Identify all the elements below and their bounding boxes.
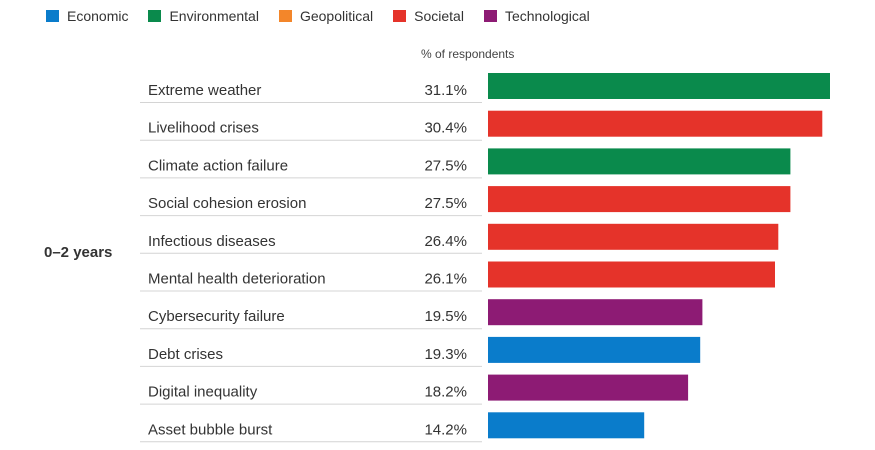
column-header: % of respondents (421, 47, 515, 61)
value-label-asset-bubble-burst: 14.2% (424, 421, 467, 438)
bar-infectious-diseases[interactable] (488, 223, 779, 250)
category-label-mental-health-deterioration: Mental health deterioration (148, 271, 326, 288)
category-label-debt-crises: Debt crises (148, 346, 223, 363)
bar-climate-action-failure[interactable] (488, 148, 791, 175)
category-label-livelihood-crises: Livelihood crises (148, 120, 259, 137)
category-label-digital-inequality: Digital inequality (148, 384, 258, 401)
value-label-mental-health-deterioration: 26.1% (424, 271, 467, 288)
bar-cybersecurity-failure[interactable] (488, 299, 703, 326)
value-label-digital-inequality: 18.2% (424, 384, 467, 401)
legend-item-environmental[interactable]: Environmental (148, 8, 259, 24)
legend-item-societal[interactable]: Societal (393, 8, 464, 24)
legend-swatch-societal (393, 10, 407, 22)
category-label-cybersecurity-failure: Cybersecurity failure (148, 308, 285, 325)
legend-swatch-technological (483, 10, 497, 22)
legend: Economic Environmental Geopolitical Soci… (46, 8, 610, 24)
period-label: 0–2 years (44, 244, 113, 261)
legend-label-environmental: Environmental (169, 8, 259, 24)
category-label-asset-bubble-burst: Asset bubble burst (148, 421, 273, 438)
category-label-climate-action-failure: Climate action failure (148, 157, 288, 174)
bar-debt-crises[interactable] (488, 336, 701, 363)
value-label-infectious-diseases: 26.4% (424, 233, 467, 250)
bar-mental-health-deterioration[interactable] (488, 261, 775, 288)
bar-social-cohesion-erosion[interactable] (488, 186, 791, 213)
legend-label-societal: Societal (414, 8, 464, 24)
value-label-social-cohesion-erosion: 27.5% (424, 195, 467, 212)
bar-livelihood-crises[interactable] (488, 110, 823, 137)
value-label-debt-crises: 19.3% (424, 346, 467, 363)
legend-label-geopolitical: Geopolitical (299, 8, 374, 24)
bar-extreme-weather[interactable] (488, 73, 830, 99)
category-label-social-cohesion-erosion: Social cohesion erosion (148, 195, 306, 212)
category-label-infectious-diseases: Infectious diseases (148, 233, 276, 250)
bar-asset-bubble-burst[interactable] (488, 412, 645, 439)
category-label-extreme-weather: Extreme weather (148, 82, 261, 99)
legend-swatch-geopolitical (278, 10, 292, 22)
legend-swatch-economic (46, 10, 59, 22)
value-label-climate-action-failure: 27.5% (424, 157, 467, 174)
value-label-cybersecurity-failure: 19.5% (424, 308, 467, 325)
value-label-extreme-weather: 31.1% (424, 82, 467, 99)
legend-swatch-environmental (148, 10, 162, 22)
legend-label-economic: Economic (67, 8, 129, 24)
legend-label-technological: Technological (504, 8, 590, 24)
value-label-livelihood-crises: 30.4% (424, 120, 467, 137)
legend-item-geopolitical[interactable]: Geopolitical (278, 8, 374, 24)
bar-digital-inequality[interactable] (488, 374, 689, 401)
legend-item-economic[interactable]: Economic (46, 8, 128, 24)
legend-item-technological[interactable]: Technological (483, 8, 590, 24)
